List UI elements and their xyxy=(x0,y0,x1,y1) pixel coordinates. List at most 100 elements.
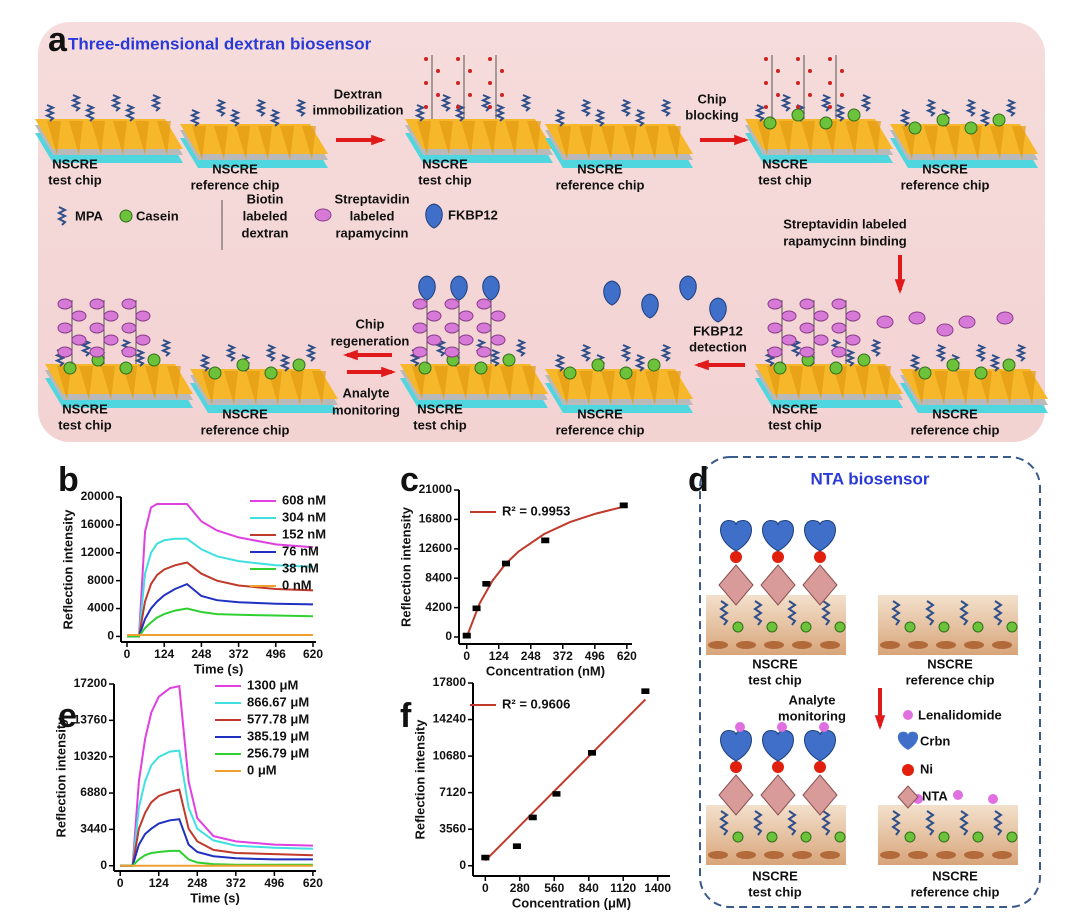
casein xyxy=(591,358,605,372)
label-line: test chip xyxy=(418,172,472,187)
linker xyxy=(634,109,646,127)
label-line: reference chip xyxy=(911,422,1000,437)
linker xyxy=(870,339,882,357)
panel-label: a xyxy=(48,21,68,59)
casein xyxy=(63,361,77,375)
biotin xyxy=(808,93,812,97)
x-tick-label: 620 xyxy=(617,649,637,663)
label-line: rapamycinn xyxy=(336,225,409,240)
nano-cone xyxy=(412,366,426,400)
casein xyxy=(208,366,222,380)
x-tick-label: 496 xyxy=(585,649,605,663)
y-tick-label: 0 xyxy=(107,629,114,643)
streptavidin xyxy=(426,310,442,322)
label-line: NSCRE xyxy=(577,161,623,176)
casein xyxy=(857,353,871,367)
label-line: Chip xyxy=(356,316,385,331)
linker xyxy=(959,600,969,626)
arrow-head xyxy=(894,279,906,294)
linker xyxy=(124,104,136,122)
casein xyxy=(992,113,1006,127)
nano-cone xyxy=(113,121,127,155)
streptavidin xyxy=(845,310,861,322)
label-line: Analyte xyxy=(343,385,390,400)
label-line: NSCRE xyxy=(932,868,978,883)
label-line: reference chip xyxy=(556,422,645,437)
pit xyxy=(792,851,812,859)
nano-cone xyxy=(434,366,448,400)
nano-cone xyxy=(902,126,916,160)
label-line: NSCRE xyxy=(927,656,973,671)
biotin xyxy=(424,57,428,61)
nano-cone xyxy=(527,121,541,155)
nano-cone xyxy=(417,121,431,155)
casein xyxy=(946,358,960,372)
nta xyxy=(760,564,796,606)
data-point xyxy=(552,791,561,796)
lenalidomide xyxy=(988,794,998,804)
streptavidin xyxy=(781,334,797,346)
linker xyxy=(719,810,729,836)
linker xyxy=(80,339,92,357)
label-line: NSCRE xyxy=(922,161,968,176)
label-line: reference chip xyxy=(191,177,280,192)
y-tick-label: 12000 xyxy=(81,545,115,559)
casein xyxy=(766,831,778,843)
series-line xyxy=(127,607,314,638)
casein xyxy=(264,366,278,380)
series-line xyxy=(120,749,313,867)
linker xyxy=(993,810,1003,836)
linker xyxy=(515,339,527,357)
crbn xyxy=(762,730,794,762)
pit xyxy=(936,641,956,649)
casein xyxy=(936,113,950,127)
data-point xyxy=(462,633,471,638)
biotin xyxy=(796,57,800,61)
label-line: NSCRE xyxy=(52,156,98,171)
biotin xyxy=(764,57,768,61)
casein xyxy=(418,361,432,375)
label-line: monitoring xyxy=(332,402,400,417)
y-axis-title: Reflection intensity xyxy=(60,509,75,630)
nano-cone xyxy=(946,126,960,160)
linker xyxy=(454,104,466,122)
legend-text: 76 nM xyxy=(282,543,319,558)
legend-text: Crbn xyxy=(920,733,950,748)
pit xyxy=(880,851,900,859)
linker xyxy=(719,600,729,626)
nano-cone xyxy=(855,366,869,400)
x-axis-title: Concentration (μM) xyxy=(512,895,631,910)
casein xyxy=(773,361,787,375)
nano-cone xyxy=(789,366,803,400)
casein xyxy=(938,621,950,633)
y-tick-label: 0 xyxy=(100,858,107,872)
casein xyxy=(1002,358,1016,372)
casein xyxy=(292,358,306,372)
nano-cone xyxy=(645,371,659,405)
streptavidin xyxy=(412,346,428,358)
x-tick-label: 0 xyxy=(124,647,131,661)
biotin xyxy=(424,105,428,109)
ni xyxy=(730,761,742,773)
nano-cone xyxy=(667,126,681,160)
pit xyxy=(964,851,984,859)
data-point xyxy=(641,689,650,694)
label-line: NSCRE xyxy=(222,406,268,421)
nano-cone xyxy=(601,126,615,160)
linker xyxy=(935,344,947,362)
y-axis-title: Reflection intensity xyxy=(412,719,427,840)
streptavidin xyxy=(767,298,783,310)
nano-cone xyxy=(877,366,891,400)
nano-cone xyxy=(167,366,181,400)
legend-text: 256.79 μM xyxy=(247,745,309,760)
biotin xyxy=(500,69,504,73)
casein xyxy=(119,209,133,223)
nano-cone xyxy=(833,366,847,400)
ni xyxy=(814,551,826,563)
nano-cone xyxy=(500,366,514,400)
crbn xyxy=(762,520,794,552)
linker xyxy=(844,349,856,367)
nano-cone xyxy=(924,126,938,160)
linker xyxy=(753,600,763,626)
